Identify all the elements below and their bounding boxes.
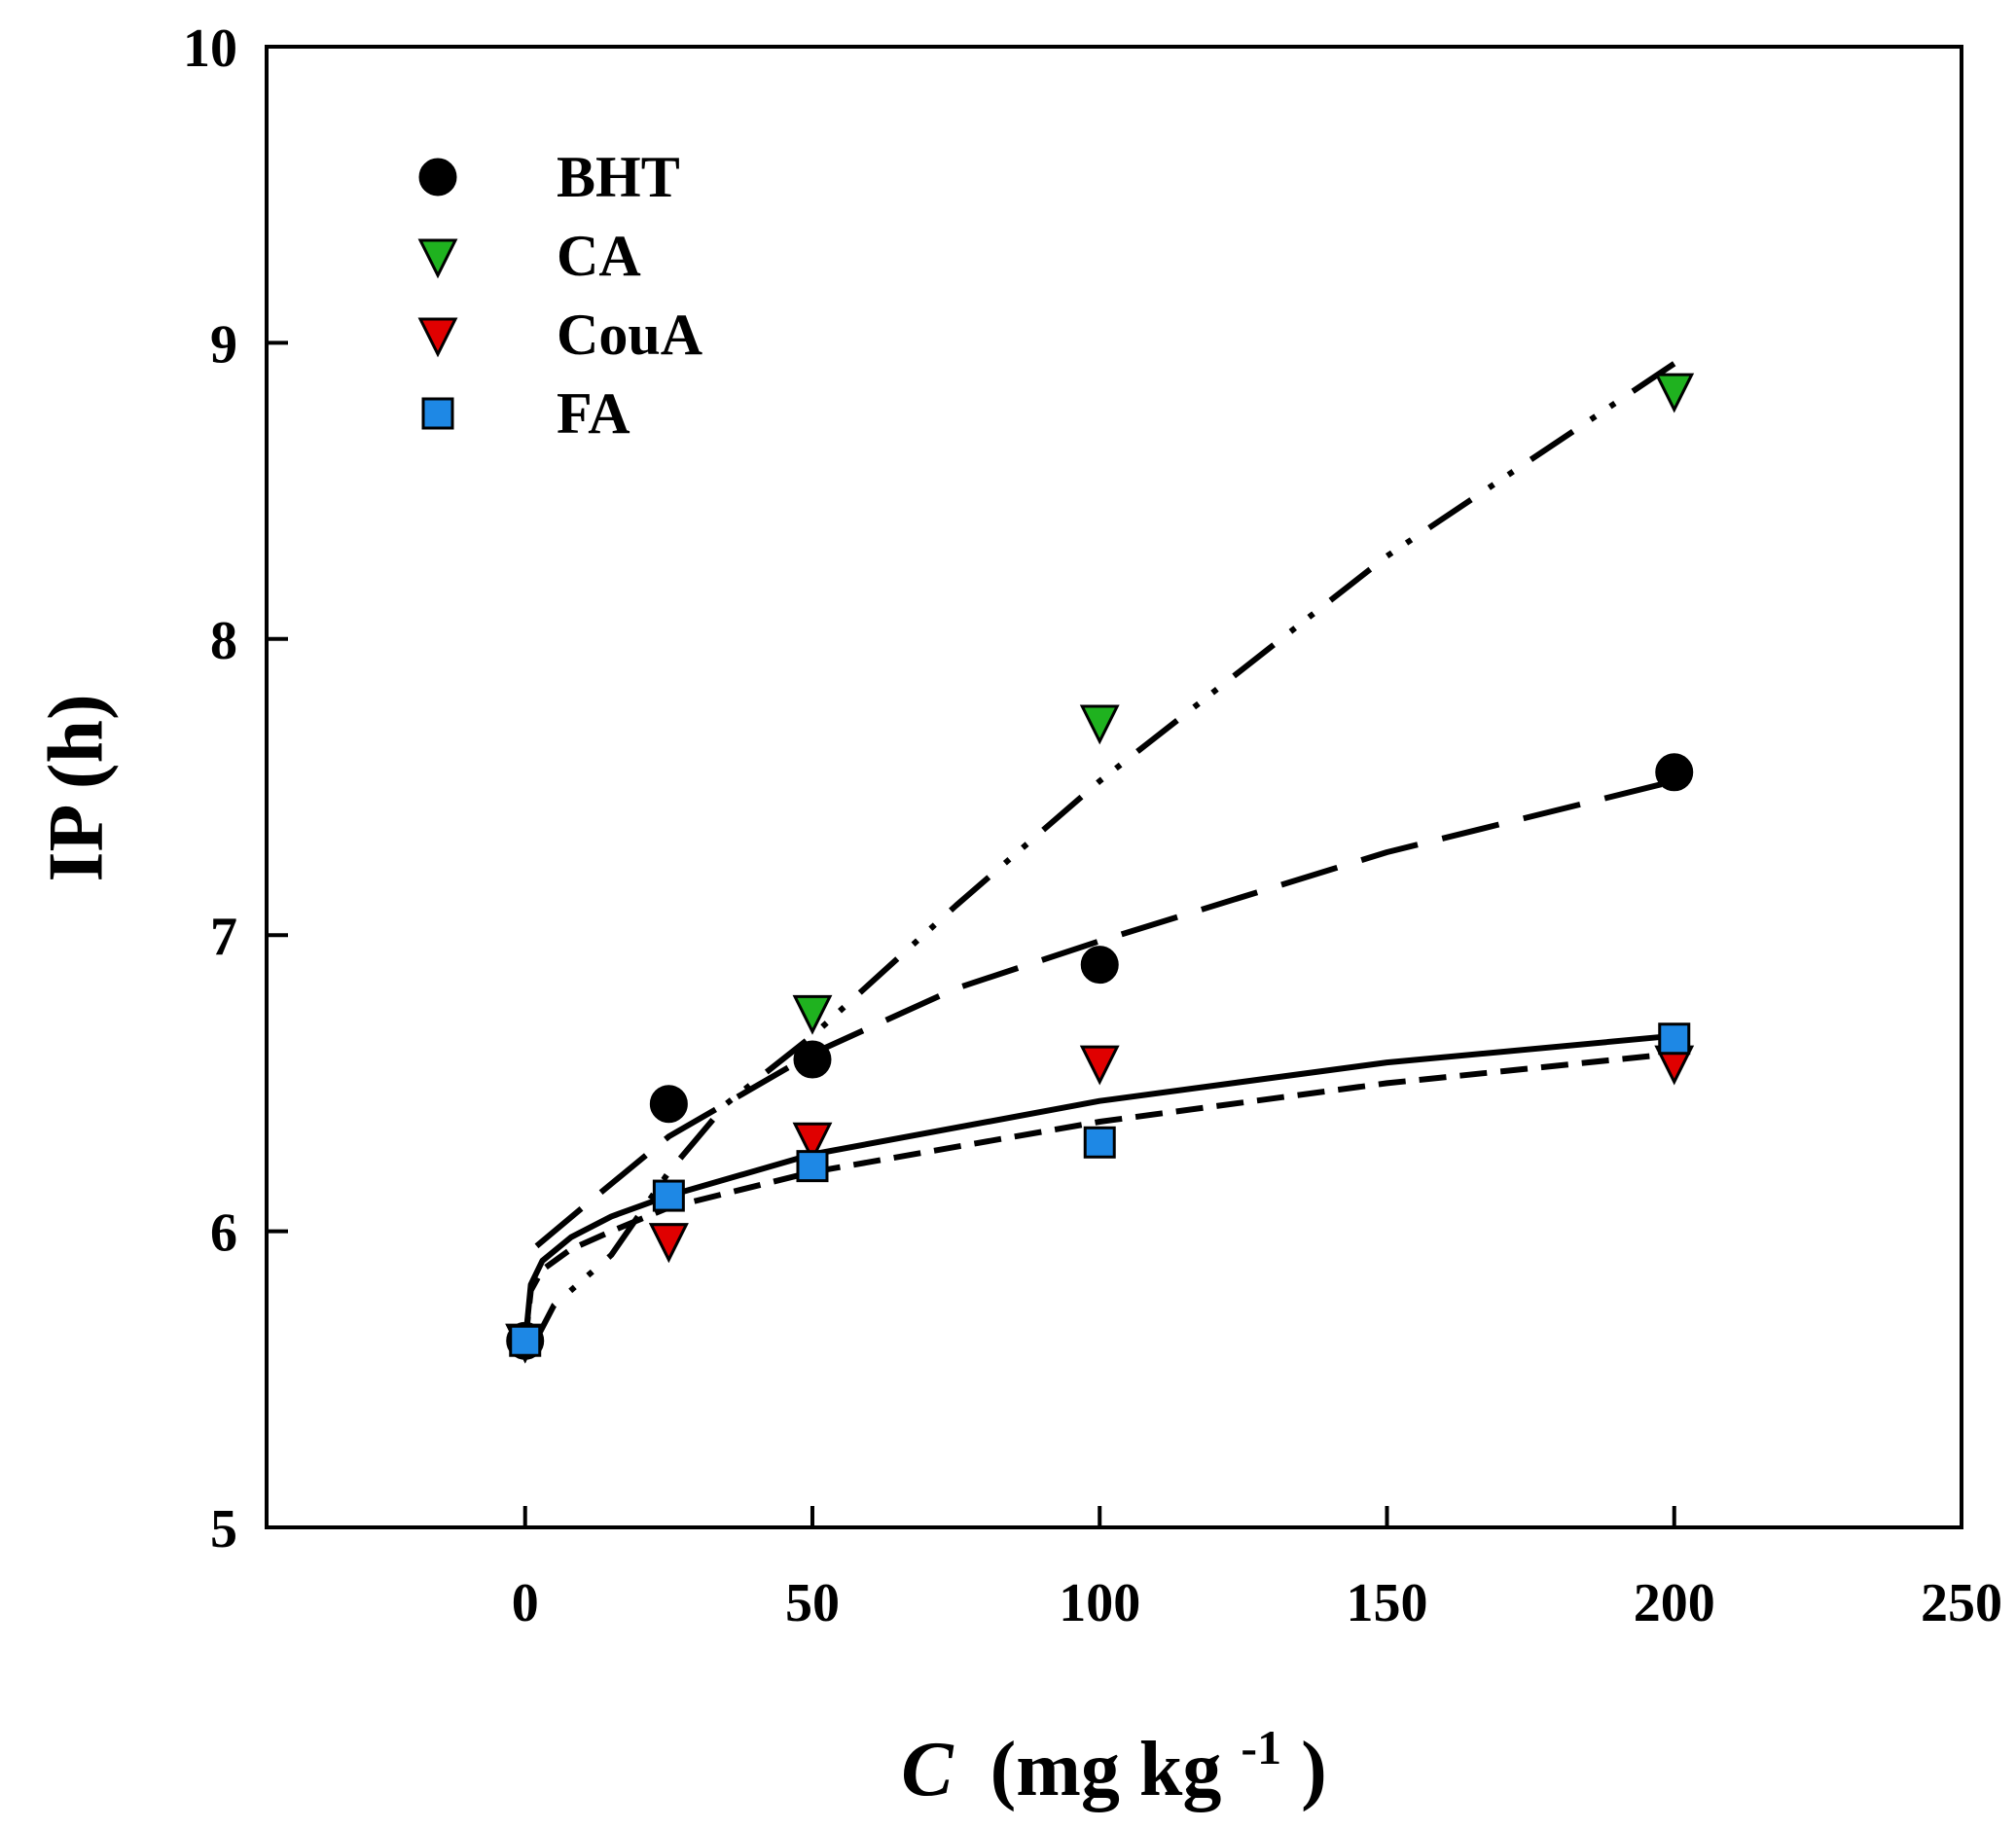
y-tick-label: 9	[210, 314, 237, 375]
legend: BHT CA CouA FA	[417, 145, 702, 446]
y-axis-ticks: 5 6 7 8 9 10	[183, 18, 288, 1559]
legend-marker-ca	[417, 238, 458, 279]
data-markers	[505, 373, 1695, 1364]
data-point-coua	[648, 1223, 689, 1264]
data-point-ca	[792, 994, 833, 1035]
x-tick-label: 150	[1346, 1573, 1427, 1633]
x-axis-title: C (mg kg -1 )	[901, 1696, 1326, 1812]
x-axis-title-variable: C	[901, 1727, 954, 1812]
data-point-fa	[509, 1324, 542, 1357]
y-tick-label: 7	[210, 907, 237, 967]
data-point-coua	[792, 1122, 833, 1163]
fit-line-coua	[522, 1051, 1675, 1344]
legend-item-ca: CA	[417, 224, 641, 288]
data-point-fa	[652, 1179, 685, 1212]
data-point-fa	[1083, 1126, 1116, 1159]
x-tick-label: 0	[512, 1573, 539, 1633]
fit-lines	[522, 361, 1676, 1351]
x-axis-title-units: (mg kg	[990, 1727, 1222, 1812]
plot-frame	[265, 45, 1963, 1529]
legend-marker-bht	[418, 158, 457, 197]
data-point-ca	[1654, 373, 1695, 413]
x-axis-title-close: )	[1301, 1727, 1327, 1812]
data-point-bht	[1655, 753, 1694, 792]
data-point-coua	[1079, 1045, 1120, 1086]
legend-label: FA	[557, 381, 630, 446]
x-tick-label: 50	[785, 1573, 840, 1633]
data-point-fa	[1658, 1022, 1691, 1056]
data-point-fa	[796, 1150, 829, 1183]
x-axis-title-exponent: -1	[1241, 1720, 1281, 1774]
legend-item-coua: CouA	[417, 303, 702, 367]
x-tick-label: 250	[1921, 1573, 2002, 1633]
legend-label: CA	[557, 224, 641, 288]
data-point-bht	[649, 1085, 688, 1124]
y-tick-label: 6	[210, 1203, 237, 1264]
data-point-bht	[793, 1040, 832, 1079]
x-axis-ticks: 0 50 100 150 200 250	[512, 1506, 2002, 1633]
x-tick-label: 200	[1634, 1573, 1715, 1633]
data-point-bht	[1080, 946, 1119, 985]
x-tick-label: 100	[1059, 1573, 1140, 1633]
fit-line-ca	[527, 361, 1676, 1351]
legend-marker-coua	[417, 317, 458, 358]
data-point-ca	[1079, 704, 1120, 745]
y-tick-label: 8	[210, 611, 237, 671]
legend-item-fa: FA	[421, 381, 630, 446]
fit-line-fa	[522, 1032, 1674, 1344]
y-tick-label: 10	[183, 18, 237, 79]
y-axis-title: IP (h)	[33, 694, 119, 881]
legend-marker-fa	[421, 397, 454, 430]
fit-line-bht	[534, 777, 1675, 1249]
legend-label: BHT	[557, 145, 680, 209]
legend-item-bht: BHT	[418, 145, 680, 209]
y-tick-label: 5	[210, 1499, 237, 1559]
legend-label: CouA	[557, 303, 702, 367]
